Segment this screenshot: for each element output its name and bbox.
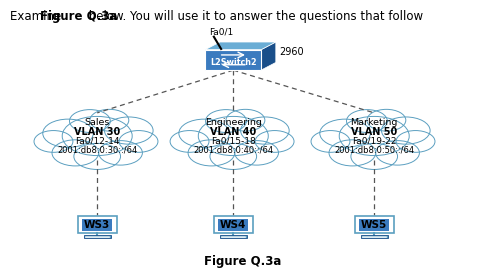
Text: L2Switch2: L2Switch2 [210,58,257,67]
FancyBboxPatch shape [354,216,394,233]
Text: WS4: WS4 [220,220,246,230]
Text: below. You will use it to answer the questions that follow: below. You will use it to answer the que… [85,10,423,23]
Circle shape [170,131,209,152]
Circle shape [62,116,132,156]
Circle shape [179,119,229,147]
Text: WS5: WS5 [361,220,387,230]
Circle shape [396,131,435,152]
FancyBboxPatch shape [361,235,388,238]
FancyBboxPatch shape [220,235,246,238]
Text: Figure Q.3a: Figure Q.3a [204,255,282,268]
FancyBboxPatch shape [214,216,253,233]
Circle shape [119,131,158,152]
FancyBboxPatch shape [78,216,117,233]
Text: 2001:db8:0:50::/64: 2001:db8:0:50::/64 [334,146,414,155]
Text: Fa0/1: Fa0/1 [209,28,233,37]
Circle shape [206,110,246,132]
Text: VLAN 40: VLAN 40 [210,127,257,137]
Circle shape [104,117,153,144]
Circle shape [347,110,387,132]
Circle shape [74,143,121,169]
Text: VLAN 30: VLAN 30 [74,127,121,137]
Circle shape [367,109,406,131]
Text: Fa0/12-14: Fa0/12-14 [75,137,120,146]
Text: Fa0/15-18: Fa0/15-18 [211,137,256,146]
FancyBboxPatch shape [84,235,111,238]
Text: 2001:db8:0:30::/64: 2001:db8:0:30::/64 [57,146,138,155]
Circle shape [241,117,289,144]
Circle shape [329,140,376,166]
Circle shape [320,119,370,147]
Circle shape [69,110,110,132]
Polygon shape [205,42,276,50]
FancyBboxPatch shape [219,219,248,231]
Text: Figure Q.3a: Figure Q.3a [40,10,117,23]
Circle shape [235,141,278,165]
Circle shape [43,119,93,147]
Text: 2960: 2960 [279,47,304,57]
FancyBboxPatch shape [205,50,261,70]
Text: Examine: Examine [10,10,65,23]
Circle shape [210,143,257,169]
Circle shape [376,141,419,165]
Circle shape [99,141,142,165]
FancyBboxPatch shape [83,219,112,231]
Circle shape [351,143,398,169]
Text: 2001:db8:0:40::/64: 2001:db8:0:40::/64 [193,146,273,155]
Polygon shape [261,42,276,70]
Circle shape [198,116,268,156]
Circle shape [311,131,350,152]
Text: Engineering: Engineering [205,118,262,127]
Circle shape [255,131,294,152]
Text: Sales: Sales [85,118,110,127]
Text: Marketing: Marketing [350,118,398,127]
Circle shape [226,109,265,131]
FancyBboxPatch shape [360,219,389,231]
Circle shape [382,117,430,144]
Circle shape [188,140,235,166]
Text: WS3: WS3 [84,220,110,230]
Text: VLAN 50: VLAN 50 [351,127,398,137]
Circle shape [34,131,73,152]
Circle shape [52,140,99,166]
Text: Fa0/19-22: Fa0/19-22 [352,137,397,146]
Circle shape [339,116,409,156]
Circle shape [90,109,129,131]
